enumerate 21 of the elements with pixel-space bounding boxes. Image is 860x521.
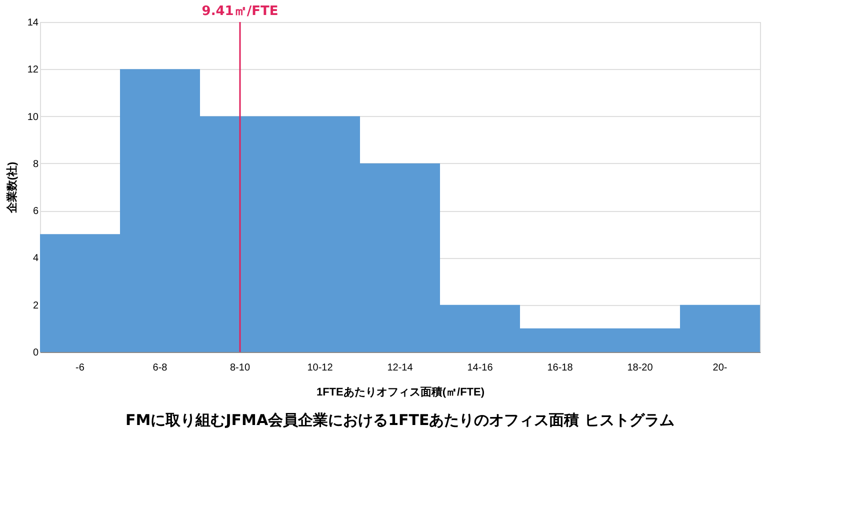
x-tick-label: 8-10 — [230, 362, 250, 374]
y-tick-label: 14 — [27, 18, 39, 28]
text: FMに取り組むJFMA会員企業における1FTEあたりのオフィス面積 ヒストグラム — [126, 411, 674, 429]
x-tick-label: 18-20 — [627, 362, 654, 374]
y-tick-label: 4 — [32, 253, 39, 264]
y-tick-label: 10 — [27, 112, 39, 123]
x-tick-label: 10-12 — [307, 362, 334, 374]
y-axis-title: 企業数(社) — [5, 162, 18, 214]
y-tick-label: 8 — [32, 158, 39, 170]
y-tick-label: 6 — [32, 206, 39, 218]
y-tick-label: 0 — [32, 348, 39, 358]
x-tick-label: 20- — [712, 362, 728, 374]
x-tick-label: 12-14 — [387, 362, 414, 374]
annotation: 9.41㎡/FTE — [202, 4, 278, 19]
x-tick-label: -6 — [76, 362, 85, 374]
x-tick-label: 6-8 — [152, 362, 168, 374]
y-tick-label: 2 — [32, 300, 39, 312]
x-tick-label: 14-16 — [467, 362, 494, 374]
y-tick-label: 12 — [27, 64, 39, 76]
x-tick-label: 16-18 — [547, 362, 574, 374]
x-axis-title: 1FTEあたりオフィス面積(㎡/FTE) — [316, 386, 485, 398]
